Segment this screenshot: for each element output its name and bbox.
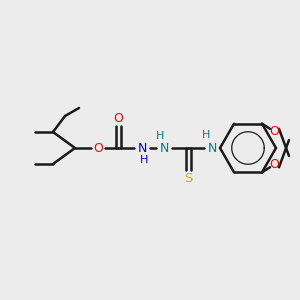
Text: H: H (156, 131, 164, 141)
Text: O: O (113, 112, 123, 124)
Text: O: O (269, 158, 279, 171)
Text: N: N (137, 142, 147, 154)
Text: N: N (207, 142, 217, 154)
Text: H: H (140, 155, 148, 165)
Text: S: S (184, 172, 192, 185)
Text: N: N (159, 142, 169, 154)
Text: O: O (269, 125, 279, 138)
Text: H: H (202, 130, 210, 140)
Text: O: O (93, 142, 103, 154)
